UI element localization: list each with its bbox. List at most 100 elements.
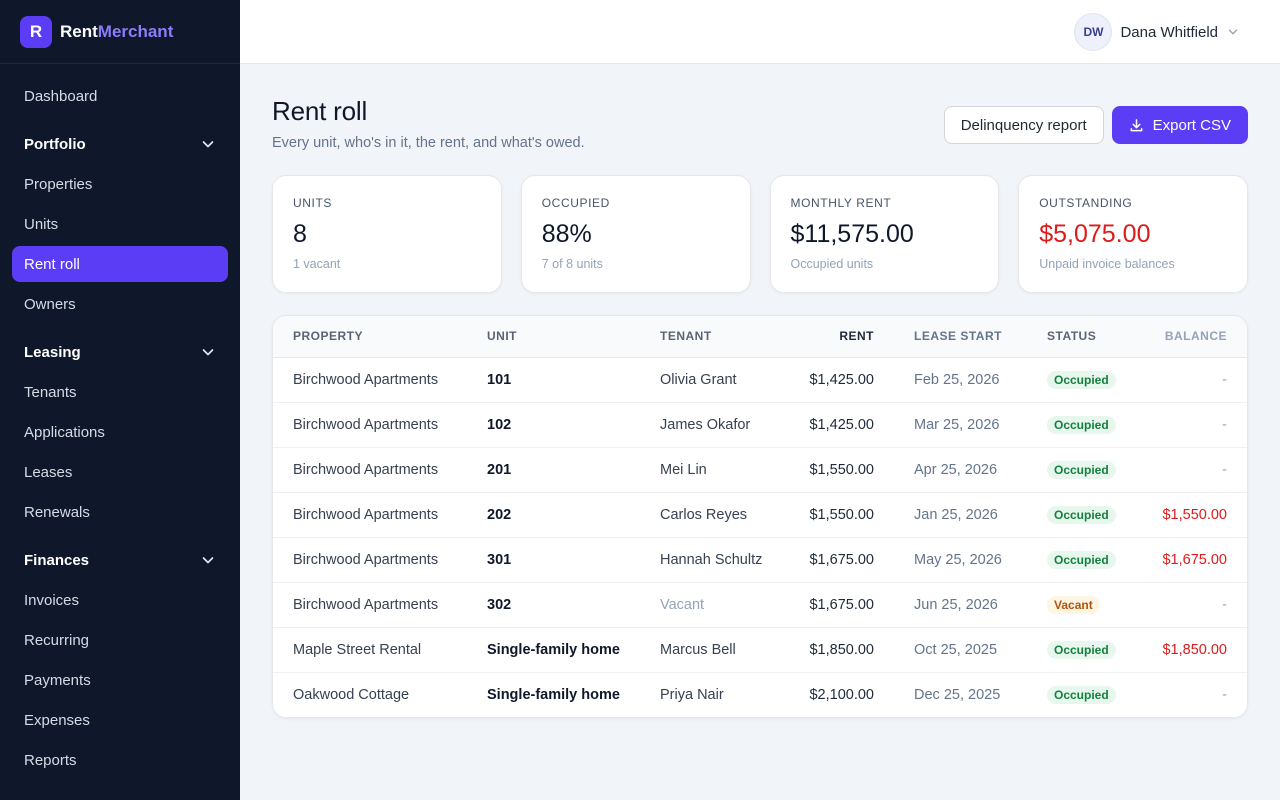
cell-balance: - bbox=[1147, 447, 1247, 493]
sidebar-item-invoices[interactable]: Invoices bbox=[24, 591, 80, 609]
sidebar-section-portfolio[interactable]: Portfolio bbox=[12, 126, 228, 162]
stat-label: UNITS bbox=[293, 196, 332, 210]
cell-status: Occupied bbox=[1047, 537, 1147, 583]
cell-rent: $1,850.00 bbox=[790, 627, 874, 673]
table-row[interactable]: Oakwood Cottage Single-family home Priya N… bbox=[273, 672, 1247, 717]
table-row[interactable]: Birchwood Apartments 101 Olivia Grant $1,42… bbox=[273, 357, 1247, 403]
cell-property: Oakwood Cottage bbox=[293, 686, 410, 703]
column-header-property[interactable]: PROPERTY bbox=[273, 316, 487, 358]
sidebar-item-applications[interactable]: Applications bbox=[24, 423, 105, 441]
sidebar-item-units[interactable]: Units bbox=[24, 215, 59, 233]
export-csv-button[interactable]: Export CSV bbox=[1111, 106, 1248, 144]
user-menu[interactable]: DW Dana Whitfield bbox=[1074, 13, 1240, 51]
cell-property: Birchwood Apartments bbox=[273, 582, 487, 628]
cell-tenant[interactable]: Priya Nair bbox=[660, 686, 724, 703]
page-actions: Delinquency report Export CSV bbox=[943, 106, 1248, 144]
stat-card-outstanding: OUTSTANDING $5,075.00 Unpaid invoice bal… bbox=[1018, 175, 1248, 293]
stat-note: Unpaid invoice balances bbox=[1039, 257, 1175, 271]
stat-label: MONTHLY RENT bbox=[790, 196, 892, 210]
sidebar-item-expenses[interactable]: Expenses bbox=[24, 711, 90, 729]
stat-card-units: UNITS 8 1 vacant bbox=[272, 175, 502, 293]
cell-unit[interactable]: Single-family home bbox=[487, 627, 660, 673]
cell-rent: $1,550.00 bbox=[790, 492, 874, 538]
cell-balance: $1,675.00 bbox=[1147, 537, 1247, 583]
column-header-balance[interactable]: BALANCE bbox=[1147, 316, 1247, 358]
status-badge: Occupied bbox=[1047, 370, 1116, 389]
top-bar: DW Dana Whitfield bbox=[240, 0, 1280, 64]
sidebar-item-payments[interactable]: Payments bbox=[24, 671, 91, 689]
stat-card-monthly-rent: MONTHLY RENT $11,575.00 Occupied units bbox=[769, 175, 1000, 293]
cell-unit[interactable]: 101 bbox=[487, 357, 660, 403]
cell-tenant[interactable]: Mei Lin bbox=[660, 447, 790, 493]
sidebar-item-leases[interactable]: Leases bbox=[24, 463, 73, 481]
cell-unit[interactable]: 201 bbox=[487, 447, 660, 493]
table-row[interactable]: Birchwood Apartments 102 James Okafor $1,42… bbox=[273, 402, 1247, 448]
cell-unit[interactable]: 301 bbox=[487, 537, 660, 583]
cell-lease-start: Oct 25, 2025 bbox=[874, 627, 1047, 673]
sidebar-item-properties[interactable]: Properties bbox=[24, 175, 93, 193]
cell-rent: $1,550.00 bbox=[790, 447, 874, 493]
table-row[interactable]: Birchwood Apartments 202 Carlos Reyes $1,55… bbox=[273, 492, 1247, 538]
cell-lease-start: Apr 25, 2026 bbox=[874, 447, 1047, 493]
cell-tenant[interactable]: James Okafor bbox=[660, 402, 790, 448]
cell-unit[interactable]: 302 bbox=[487, 582, 660, 628]
user-name: Dana Whitfield bbox=[1120, 23, 1218, 41]
cell-lease-start: Dec 25, 2025 bbox=[914, 686, 1001, 703]
sidebar-item-recurring[interactable]: Recurring bbox=[24, 631, 90, 649]
cell-rent: $1,675.00 bbox=[790, 537, 874, 583]
column-header-unit[interactable]: UNIT bbox=[487, 316, 660, 358]
sidebar-nav: Dashboard Portfolio Properties Units Ren… bbox=[12, 78, 228, 782]
page-subtitle: Every unit, who's in it, the rent, and w… bbox=[272, 135, 585, 151]
cell-unit[interactable]: 202 bbox=[487, 492, 660, 538]
cell-balance: $1,850.00 bbox=[1147, 627, 1247, 673]
download-icon bbox=[1130, 118, 1143, 131]
main-content: Rent roll Every unit, who's in it, the r… bbox=[272, 96, 1248, 718]
cell-lease-start: Jun 25, 2026 bbox=[874, 582, 1047, 628]
cell-status: Vacant bbox=[1047, 582, 1147, 628]
chevron-down-icon bbox=[202, 141, 214, 148]
sidebar-section-leasing[interactable]: Leasing bbox=[12, 334, 228, 370]
cell-tenant[interactable]: Carlos Reyes bbox=[660, 492, 790, 538]
rent-roll-table-card: PROPERTY UNIT TENANT RENT LEASE START ST… bbox=[272, 315, 1248, 718]
cell-status: Occupied bbox=[1047, 672, 1147, 717]
table-row[interactable]: Birchwood Apartments 302 Vacant $1,675.00 Ju… bbox=[273, 582, 1247, 628]
cell-property: Birchwood Apartments bbox=[273, 537, 487, 583]
table-row[interactable]: Maple Street Rental Single-family home Mar… bbox=[273, 627, 1247, 673]
sidebar-item-rent-roll[interactable]: Rent roll bbox=[12, 246, 228, 282]
sidebar-item-renewals[interactable]: Renewals bbox=[24, 503, 90, 521]
cell-tenant[interactable]: Olivia Grant bbox=[660, 357, 790, 403]
cell-property: Birchwood Apartments bbox=[273, 492, 487, 538]
column-header-tenant[interactable]: TENANT bbox=[660, 316, 790, 358]
table-row[interactable]: Birchwood Apartments 201 Mei Lin $1,550.00 A… bbox=[273, 447, 1247, 493]
table-row[interactable]: Birchwood Apartments 301 Hannah Schultz $1,… bbox=[273, 537, 1247, 583]
cell-property: Birchwood Apartments bbox=[273, 402, 487, 448]
cell-tenant[interactable]: Hannah Schultz bbox=[660, 537, 790, 583]
cell-tenant[interactable]: Vacant bbox=[660, 582, 790, 628]
column-header-lease-start[interactable]: LEASE START bbox=[874, 316, 1047, 358]
stat-note: 7 of 8 units bbox=[541, 257, 603, 271]
table-header-row: PROPERTY UNIT TENANT RENT LEASE START ST… bbox=[273, 316, 1247, 358]
stat-label: OCCUPIED bbox=[541, 196, 610, 210]
cell-property: Birchwood Apartments bbox=[273, 447, 487, 493]
column-header-status[interactable]: STATUS bbox=[1047, 316, 1147, 358]
sidebar-item-tenants[interactable]: Tenants bbox=[24, 383, 77, 401]
stat-value: $11,575.00 bbox=[790, 220, 914, 248]
cell-rent: $1,675.00 bbox=[790, 582, 874, 628]
cell-balance: - bbox=[1147, 582, 1247, 628]
cell-balance: - bbox=[1147, 402, 1247, 448]
cell-balance: - bbox=[1147, 357, 1247, 403]
cell-lease-start: May 25, 2026 bbox=[874, 537, 1047, 583]
cell-tenant[interactable]: Marcus Bell bbox=[660, 627, 790, 673]
brand[interactable]: R RentMerchant bbox=[0, 0, 240, 64]
sidebar-item-dashboard[interactable]: Dashboard bbox=[24, 87, 98, 105]
cell-unit[interactable]: Single-family home bbox=[487, 686, 620, 703]
sidebar-item-owners[interactable]: Owners bbox=[24, 295, 76, 313]
sidebar-section-finances[interactable]: Finances bbox=[12, 542, 228, 578]
delinquency-report-button[interactable]: Delinquency report bbox=[943, 106, 1104, 144]
status-badge: Occupied bbox=[1047, 685, 1116, 704]
sidebar-item-reports[interactable]: Reports bbox=[24, 751, 77, 769]
column-header-rent[interactable]: RENT bbox=[790, 316, 874, 358]
stat-card-occupied: OCCUPIED 88% 7 of 8 units bbox=[520, 175, 751, 293]
cell-unit[interactable]: 102 bbox=[487, 402, 660, 448]
chevron-down-icon bbox=[202, 557, 214, 564]
